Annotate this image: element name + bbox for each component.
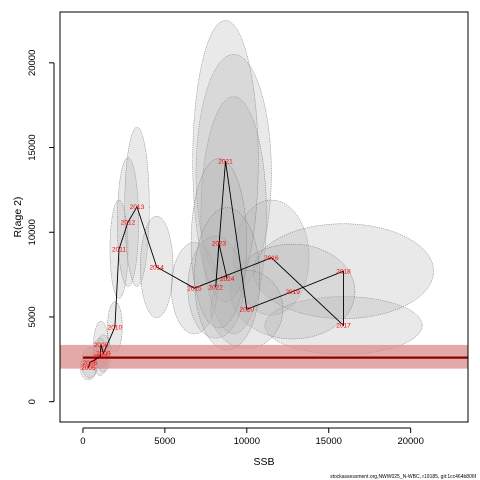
reference-band-group — [60, 344, 468, 369]
year-label-2014: 2014 — [149, 264, 164, 271]
uncertainty-ellipse-extra-0 — [195, 54, 272, 292]
year-label-2018: 2018 — [336, 269, 351, 276]
x-axis-title: SSB — [253, 456, 274, 468]
year-label-2015: 2015 — [187, 285, 202, 292]
year-label-2010: 2010 — [108, 324, 123, 331]
year-label-2009: 2009 — [96, 351, 111, 358]
recruitment-path — [87, 161, 344, 368]
year-label-2013: 2013 — [130, 204, 145, 211]
y-axis-title: R(age 2) — [12, 197, 24, 238]
year-label-2006: 2006 — [83, 360, 98, 367]
trajectory-line — [87, 161, 344, 368]
year-label-2023: 2023 — [212, 241, 227, 248]
year-label-2008: 2008 — [94, 342, 109, 349]
y-tick-label: 20000 — [27, 50, 38, 76]
year-label-2012: 2012 — [121, 219, 136, 226]
year-label-2007: 2007 — [93, 354, 108, 361]
x-tick-label: 10000 — [234, 436, 260, 447]
year-label-2020: 2020 — [240, 307, 255, 314]
y-axis: 0 5000 10000 15000 20000 — [27, 50, 55, 404]
y-tick-label: 0 — [27, 399, 38, 404]
y-tick-label: 5000 — [27, 306, 38, 327]
year-label-2019: 2019 — [285, 289, 300, 296]
year-label-2011: 2011 — [112, 246, 126, 253]
y-tick-label: 15000 — [27, 134, 38, 160]
x-tick-label: 20000 — [397, 436, 423, 447]
year-label-2024: 2024 — [220, 276, 235, 283]
x-tick-label: 0 — [80, 436, 85, 447]
x-axis: 0 5000 10000 15000 20000 — [80, 427, 424, 447]
plot-frame — [59, 11, 469, 423]
year-label-2017: 2017 — [336, 323, 351, 330]
y-tick-label: 10000 — [27, 219, 38, 245]
year-label-2021: 2021 — [218, 158, 233, 165]
year-label-2022: 2022 — [208, 285, 223, 292]
footer-text: stockassessment.org,NWW025_N-WBC, r19185… — [330, 474, 477, 480]
x-tick-label: 5000 — [154, 436, 175, 447]
uncertainty-ellipses — [79, 20, 434, 380]
x-tick-label: 15000 — [316, 436, 342, 447]
year-label-2005: 2005 — [81, 365, 96, 372]
year-label-2016: 2016 — [264, 255, 279, 262]
